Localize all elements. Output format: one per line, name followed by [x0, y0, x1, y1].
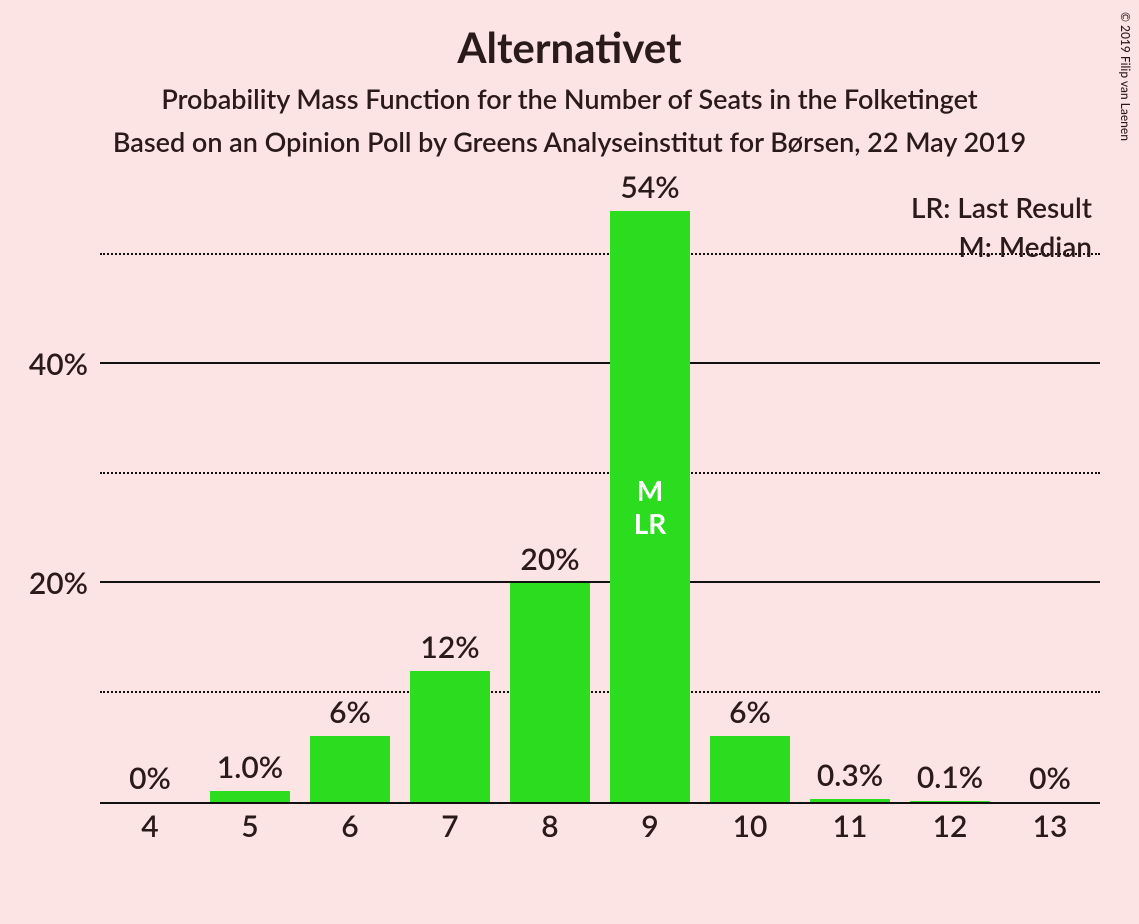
y-axis-label: 20%: [29, 565, 100, 601]
x-axis-label: 11: [800, 804, 900, 844]
x-axis-label: 7: [400, 804, 500, 844]
bar-value-label: 12%: [420, 629, 479, 671]
bar: 0.1%: [910, 801, 990, 802]
bar-column: 0%: [100, 200, 200, 802]
bar: 6%: [310, 736, 390, 802]
bar-value-label: 6%: [729, 694, 771, 736]
bar-value-label: 0%: [1029, 760, 1071, 802]
bar: 6%: [710, 736, 790, 802]
bar-column: 0.1%: [900, 200, 1000, 802]
x-axis-label: 6: [300, 804, 400, 844]
bars-container: 0%1.0%6%12%20%54%MLR6%0.3%0.1%0%: [100, 200, 1100, 802]
bar-column: 12%: [400, 200, 500, 802]
bar: 0.3%: [810, 799, 890, 802]
x-axis-label: 8: [500, 804, 600, 844]
bar-column: 6%: [300, 200, 400, 802]
bar-value-label: 6%: [329, 694, 371, 736]
bar-column: 0.3%: [800, 200, 900, 802]
chart-area: 20%40% LR: Last Result M: Median 0%1.0%6…: [100, 200, 1100, 844]
bar: 12%: [410, 671, 490, 802]
x-axis-labels: 45678910111213: [100, 804, 1100, 844]
bar-value-label: 0.3%: [817, 757, 883, 799]
bar-column: 54%MLR: [600, 200, 700, 802]
bar-column: 0%: [1000, 200, 1100, 802]
y-axis-label: 40%: [29, 346, 100, 382]
copyright-text: © 2019 Filip van Laenen: [1118, 12, 1133, 141]
x-axis-label: 12: [900, 804, 1000, 844]
x-axis-label: 13: [1000, 804, 1100, 844]
bar-value-label: 20%: [520, 541, 579, 583]
bar-annotation: MLR: [610, 474, 690, 538]
x-axis-label: 5: [200, 804, 300, 844]
bar: 54%MLR: [610, 211, 690, 802]
bar-column: 1.0%: [200, 200, 300, 802]
bar-column: 6%: [700, 200, 800, 802]
bar-value-label: 1.0%: [217, 749, 283, 791]
plot-area: 20%40% LR: Last Result M: Median 0%1.0%6…: [100, 200, 1100, 804]
bar-column: 20%: [500, 200, 600, 802]
bar-value-label: 0.1%: [917, 759, 983, 801]
bar: 20%: [510, 583, 590, 802]
chart-title: Alternativet: [0, 0, 1139, 72]
x-axis-label: 9: [600, 804, 700, 844]
bar-value-label: 0%: [129, 760, 171, 802]
chart-subtitle-1: Probability Mass Function for the Number…: [0, 82, 1139, 115]
x-axis-label: 10: [700, 804, 800, 844]
bar-value-label: 54%: [620, 169, 679, 211]
x-axis-label: 4: [100, 804, 200, 844]
bar: 1.0%: [210, 791, 290, 802]
chart-subtitle-2: Based on an Opinion Poll by Greens Analy…: [0, 125, 1139, 158]
